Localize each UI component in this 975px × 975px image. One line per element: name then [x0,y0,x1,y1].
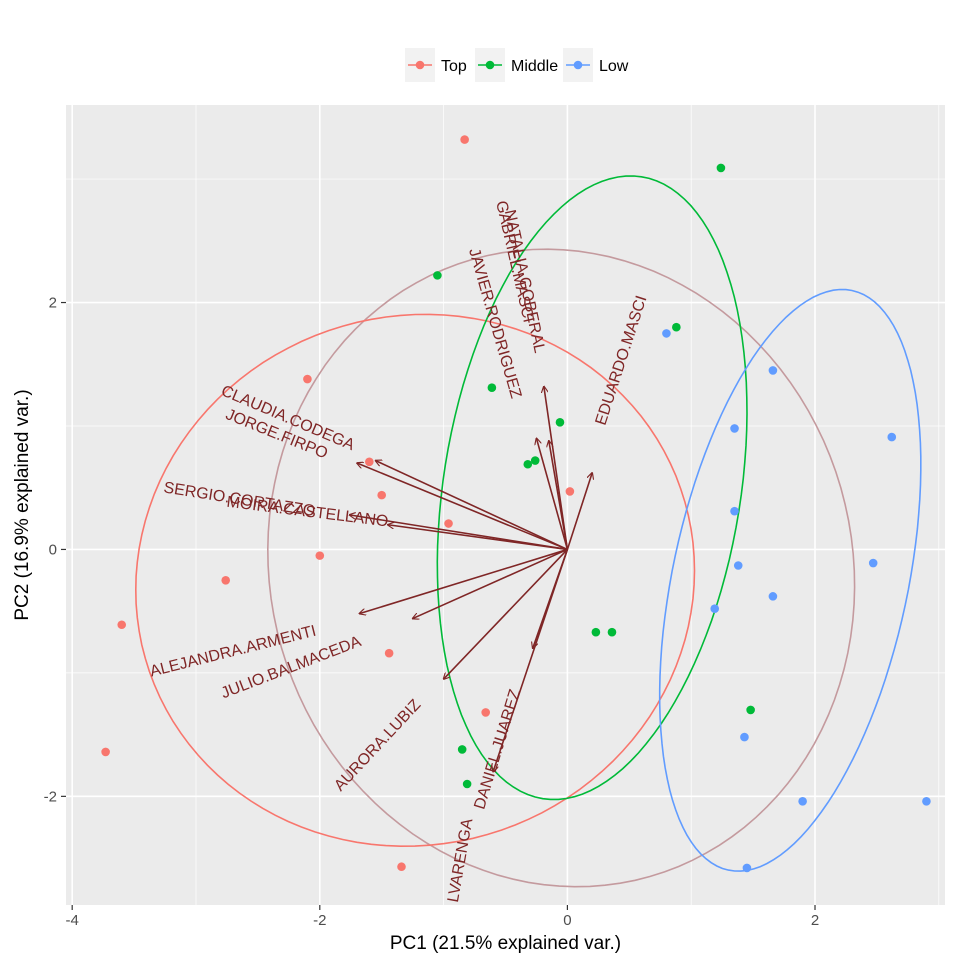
point-middle [716,163,726,173]
point-low [662,329,671,338]
overall-ellipse [266,248,856,888]
point-low [887,432,897,442]
point-middle [746,705,755,715]
x-tick-label: -4 [66,912,79,929]
point-middle [607,627,617,637]
loading-arrow [444,548,568,679]
loading-arrow [388,525,568,551]
loading-arrow [357,463,568,551]
point-low [740,732,749,742]
ellipse-low [658,288,922,872]
point-top [384,648,394,658]
x-axis-ticks: -4 -2 0 2 [66,905,819,929]
point-top [303,374,312,384]
loading-arrow [359,548,568,613]
point-top [365,457,374,467]
point-middle [530,456,540,465]
score-points [101,135,931,873]
point-low [730,506,739,516]
legend-item-low: Low [563,48,629,82]
y-tick-label: -2 [44,788,57,805]
point-middle [487,383,497,393]
y-tick-label: 0 [49,541,57,558]
point-low [922,796,931,806]
grid-lines [66,105,945,905]
point-top [101,747,110,757]
legend-key-dot [415,60,425,70]
point-top [565,487,575,496]
loading-arrows [350,386,593,771]
x-axis-title: PC1 (21.5% explained var.) [390,933,621,954]
point-low [733,561,743,570]
point-top [481,708,490,717]
legend-label: Top [441,58,467,75]
point-top [221,576,231,585]
legend: Top Middle Low [405,48,629,82]
point-middle [462,779,472,789]
point-top [117,620,127,630]
point-middle [523,459,533,469]
point-low [798,796,807,806]
ellipse-top [134,313,696,848]
point-low [730,424,739,433]
y-axis-title: PC2 (16.9% explained var.) [12,389,33,620]
point-top [444,519,453,528]
point-low [768,592,778,601]
point-middle [591,627,601,637]
y-axis-ticks: -2 0 2 [44,295,66,805]
legend-key-dot [573,60,583,70]
legend-item-middle: Middle [475,48,558,82]
legend-label: Middle [511,58,558,75]
point-low [742,863,752,873]
point-middle [672,322,681,332]
point-middle [433,271,442,280]
point-top [397,862,406,872]
plot-panel [66,105,945,905]
point-top [460,135,469,144]
point-low [710,604,720,614]
loading-arrow [413,548,568,618]
x-tick-label: 2 [811,912,819,929]
point-top [377,490,386,500]
loading-arrow [493,549,569,771]
legend-item-top: Top [405,48,467,82]
point-low [868,558,878,568]
legend-key-dot [485,60,495,70]
x-tick-label: -2 [313,912,326,929]
loading-arrow [536,438,569,550]
loading-arrow [376,461,568,551]
loading-arrow [566,473,592,550]
group-ellipses [134,175,922,888]
y-tick-label: 2 [49,295,57,312]
loading-arrow [549,441,569,550]
point-middle [457,745,467,754]
x-tick-label: 0 [563,912,571,929]
point-low [768,366,778,375]
legend-label: Low [599,58,629,75]
ellipse-middle [436,175,748,801]
point-top [315,551,325,560]
point-middle [555,417,565,427]
